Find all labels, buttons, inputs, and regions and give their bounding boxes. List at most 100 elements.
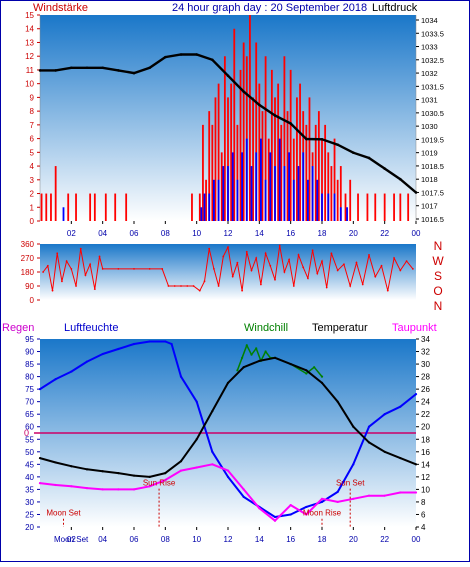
dewpoint-point bbox=[367, 494, 371, 497]
pressure-point bbox=[38, 69, 42, 72]
temperature-point bbox=[414, 463, 418, 466]
wind-direction-point bbox=[321, 260, 323, 263]
pressure-point bbox=[132, 71, 136, 75]
temperature-point bbox=[242, 366, 245, 369]
wind-tick-label: 9 bbox=[30, 93, 35, 102]
temperature-point bbox=[132, 474, 136, 477]
wind-tick-label: 3 bbox=[30, 176, 35, 185]
wind-direction-point bbox=[56, 252, 59, 255]
temperature-point bbox=[148, 475, 151, 478]
wind-direction-point bbox=[316, 272, 319, 275]
pressure-point bbox=[226, 74, 230, 78]
header-right-label: Luftdruck bbox=[372, 2, 418, 14]
wind-direction-point bbox=[245, 250, 248, 253]
temp-tick-label: 26 bbox=[421, 385, 430, 394]
wind-direction-point bbox=[302, 266, 305, 269]
wind-direction-point bbox=[84, 274, 87, 277]
wind-direction-point bbox=[148, 267, 151, 270]
wind-direction-point bbox=[217, 285, 220, 287]
pressure-point bbox=[352, 151, 355, 154]
humidity-point bbox=[38, 388, 42, 391]
wind-direction-point bbox=[173, 285, 176, 287]
windchill-point bbox=[241, 356, 244, 359]
wind-direction-point bbox=[222, 255, 225, 258]
humidity-tick-label: 55 bbox=[25, 435, 34, 444]
temperature-point bbox=[399, 456, 402, 460]
x-tick-label: 10 bbox=[192, 229, 201, 238]
humidity-point bbox=[195, 400, 198, 403]
humidity-point bbox=[70, 370, 73, 373]
temperature-point bbox=[70, 465, 73, 468]
windchill-point bbox=[320, 375, 324, 378]
dewpoint-point bbox=[117, 488, 120, 491]
annotation-label: Sun Set bbox=[336, 479, 365, 488]
wind-tick-label: 5 bbox=[30, 148, 35, 157]
temp-tick-label: 4 bbox=[421, 523, 426, 532]
humidity-point bbox=[179, 375, 183, 378]
wind-direction-point bbox=[405, 260, 408, 263]
x-tick-label: 14 bbox=[255, 535, 264, 544]
dewpoint-point bbox=[242, 488, 245, 491]
pressure-point bbox=[211, 58, 214, 62]
pressure-tick-label: 1031.5 bbox=[421, 82, 444, 91]
dewpoint-point bbox=[305, 513, 308, 516]
pressure-tick-label: 1019 bbox=[421, 149, 438, 158]
wind-direction-point bbox=[355, 261, 358, 264]
windchill-point bbox=[255, 347, 258, 350]
wind-direction-chart: 360 270 180 90 0 bbox=[21, 240, 414, 305]
wind-direction-point bbox=[399, 269, 402, 272]
wind-tick-label: 10 bbox=[25, 80, 34, 89]
temperature-point bbox=[352, 425, 355, 428]
pressure-point bbox=[85, 66, 89, 70]
humidity-point bbox=[336, 490, 339, 494]
temperature-point bbox=[305, 369, 308, 372]
wind-tick-label: 8 bbox=[30, 107, 35, 116]
pressure-point bbox=[289, 122, 292, 125]
pressure-point bbox=[148, 66, 151, 70]
humidity-point bbox=[305, 505, 308, 509]
pressure-point bbox=[383, 167, 386, 170]
wind-direction-point bbox=[89, 263, 92, 266]
wind-direction-point bbox=[42, 271, 45, 273]
wind-direction-point bbox=[278, 244, 281, 247]
x-tick-label: 18 bbox=[318, 535, 327, 544]
temp-tick-label: 28 bbox=[421, 373, 430, 382]
pressure-point bbox=[101, 66, 104, 70]
x-tick-label: 22 bbox=[380, 535, 389, 544]
temperature-humidity-chart: 9590858075706560555045403530252034323028… bbox=[24, 335, 430, 544]
temp-tick-label: 18 bbox=[421, 435, 430, 444]
wind-direction-point bbox=[311, 249, 314, 252]
pressure-tick-label: 1032 bbox=[421, 69, 438, 78]
wind-direction-point bbox=[292, 285, 295, 287]
wind-direction-point bbox=[161, 267, 164, 270]
wind-direction-point bbox=[368, 253, 370, 256]
temp-tick-label: 22 bbox=[421, 410, 430, 419]
humidity-point bbox=[132, 342, 136, 346]
wind-direction-point bbox=[297, 253, 300, 256]
humidity-tick-label: 30 bbox=[25, 498, 34, 507]
temperature-point bbox=[179, 460, 183, 463]
wind-direction-point bbox=[283, 271, 286, 273]
bottom-moon-label: Moon Set bbox=[54, 535, 89, 544]
wind-direction-point bbox=[288, 258, 290, 261]
x-tick-label: 12 bbox=[224, 535, 233, 544]
humidity-point bbox=[320, 500, 324, 504]
humidity-tick-label: 95 bbox=[25, 335, 34, 344]
wind-direction-point bbox=[336, 269, 339, 272]
wind-tick-label: 12 bbox=[25, 52, 34, 61]
wind-direction-point bbox=[330, 252, 333, 255]
x-tick-label: 16 bbox=[286, 229, 295, 238]
dewpoint-point bbox=[54, 483, 57, 487]
humidity-point bbox=[164, 340, 167, 343]
wind-direction-point bbox=[380, 264, 383, 267]
humidity-point bbox=[273, 515, 277, 519]
temperature-point bbox=[54, 461, 57, 464]
dewpoint-point bbox=[226, 469, 230, 472]
windchill-point bbox=[245, 344, 248, 347]
humidity-point bbox=[211, 450, 214, 453]
humidity-point bbox=[242, 495, 245, 499]
x-tick-label: 20 bbox=[349, 229, 358, 238]
direction-letter: W bbox=[432, 254, 444, 268]
